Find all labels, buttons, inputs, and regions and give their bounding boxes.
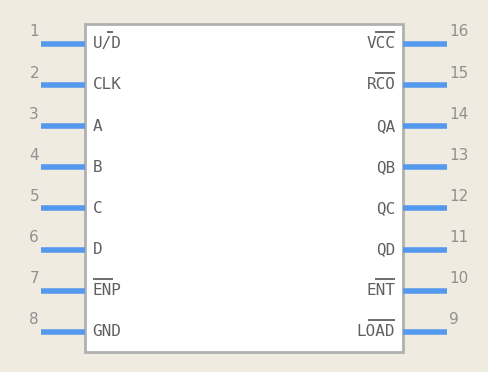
- Text: 15: 15: [449, 65, 468, 80]
- Text: CLK: CLK: [93, 77, 122, 93]
- Text: 6: 6: [29, 230, 39, 245]
- Text: GND: GND: [93, 324, 122, 339]
- Text: 1: 1: [29, 24, 39, 39]
- Text: 8: 8: [29, 312, 39, 327]
- Text: 7: 7: [29, 271, 39, 286]
- Text: U/D: U/D: [93, 36, 122, 51]
- Text: QA: QA: [376, 119, 395, 134]
- Text: C: C: [93, 201, 102, 216]
- Text: B: B: [93, 160, 102, 175]
- Text: RCO: RCO: [366, 77, 395, 93]
- Text: A: A: [93, 119, 102, 134]
- Text: 3: 3: [29, 107, 39, 122]
- Text: 10: 10: [449, 271, 468, 286]
- Text: ENT: ENT: [366, 283, 395, 298]
- Text: 9: 9: [449, 312, 459, 327]
- Text: VCC: VCC: [366, 36, 395, 51]
- Text: 4: 4: [29, 148, 39, 163]
- Bar: [85, 24, 403, 352]
- Text: 14: 14: [449, 107, 468, 122]
- Text: QC: QC: [376, 201, 395, 216]
- Text: 5: 5: [29, 189, 39, 204]
- Text: 16: 16: [449, 24, 468, 39]
- Text: 12: 12: [449, 189, 468, 204]
- Text: QD: QD: [376, 242, 395, 257]
- Text: 11: 11: [449, 230, 468, 245]
- Text: 13: 13: [449, 148, 468, 163]
- Text: 2: 2: [29, 65, 39, 80]
- Text: ENP: ENP: [93, 283, 122, 298]
- Text: LOAD: LOAD: [357, 324, 395, 339]
- Text: D: D: [93, 242, 102, 257]
- Text: QB: QB: [376, 160, 395, 175]
